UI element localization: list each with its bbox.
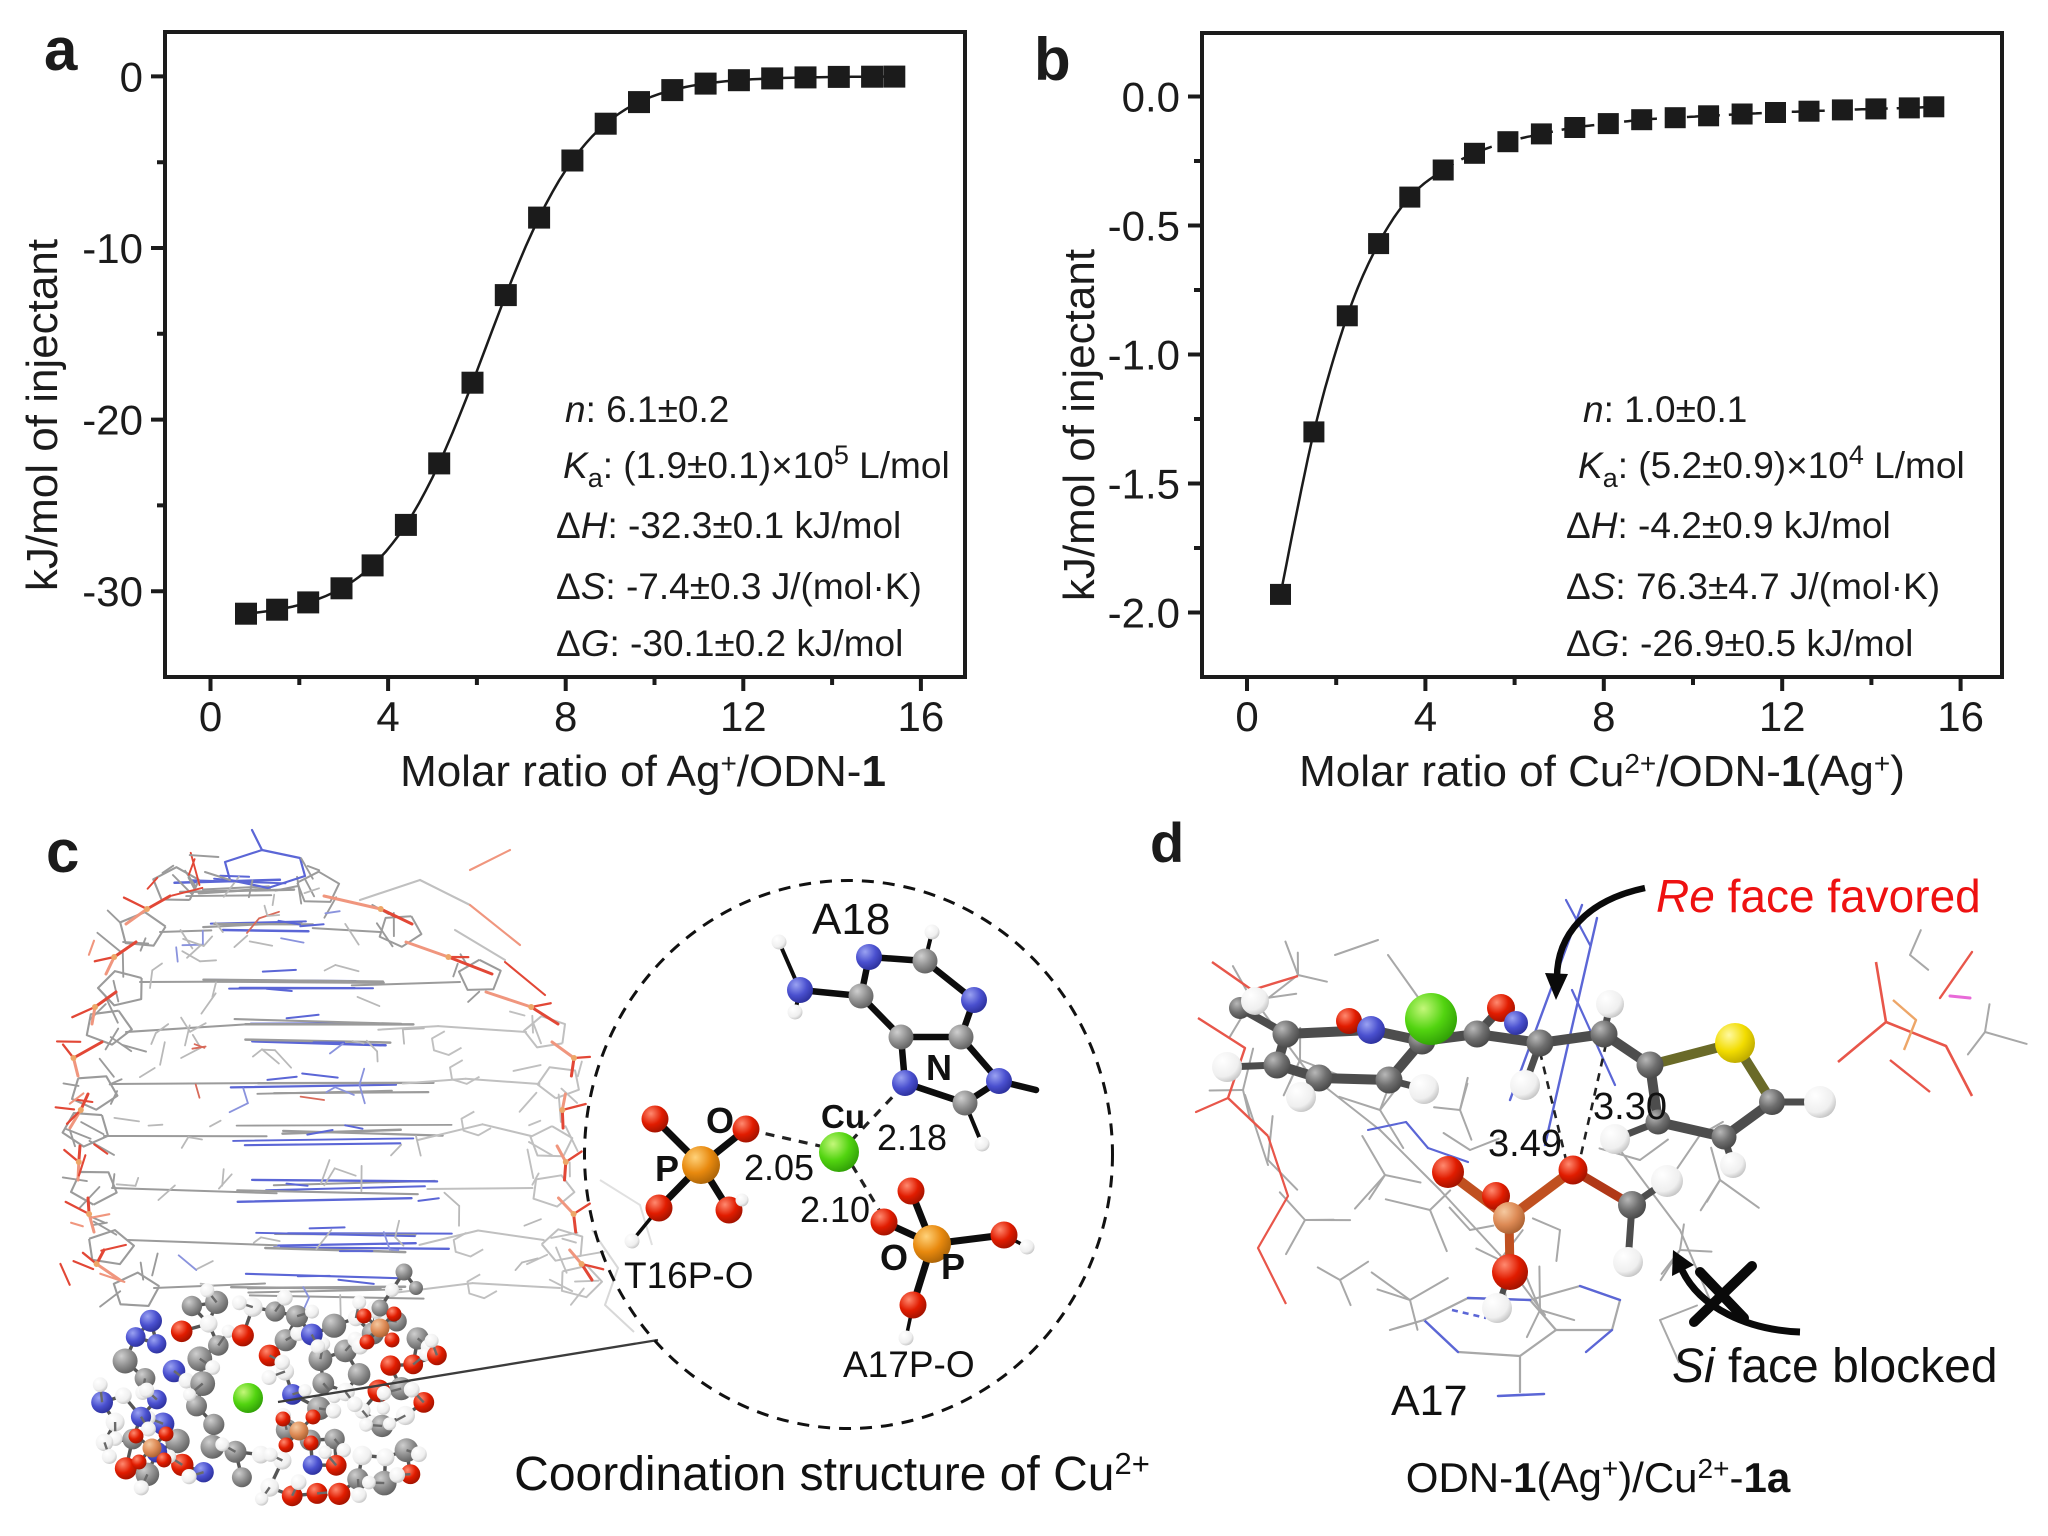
svg-text:d: d	[1150, 811, 1184, 874]
svg-text:ΔS: 76.3±4.7 J/(mol·K): ΔS: 76.3±4.7 J/(mol·K)	[1566, 566, 1940, 607]
svg-text:0: 0	[199, 693, 222, 740]
svg-text:ΔH: -32.3±0.1 kJ/mol: ΔH: -32.3±0.1 kJ/mol	[556, 505, 901, 546]
svg-text:-10: -10	[82, 225, 143, 272]
svg-text:0.0: 0.0	[1122, 74, 1180, 121]
svg-text:Ka: (5.2±0.9)×104 L/mol: Ka: (5.2±0.9)×104 L/mol	[1578, 440, 1965, 493]
svg-text:2.05: 2.05	[744, 1147, 814, 1188]
svg-text:kJ/mol of injectant: kJ/mol of injectant	[1055, 249, 1104, 601]
svg-text:-0.5: -0.5	[1108, 203, 1180, 250]
svg-text:0: 0	[120, 53, 143, 100]
svg-text:-1.0: -1.0	[1108, 332, 1180, 379]
svg-text:kJ/mol of injectant: kJ/mol of injectant	[18, 239, 67, 591]
svg-text:c: c	[46, 818, 79, 885]
svg-text:Re face favored: Re face favored	[1656, 870, 1981, 922]
svg-text:P: P	[941, 1246, 965, 1287]
svg-text:Si face blocked: Si face blocked	[1672, 1340, 1998, 1393]
svg-text:8: 8	[554, 693, 577, 740]
svg-text:A17P-O: A17P-O	[843, 1344, 975, 1385]
svg-text:b: b	[1034, 26, 1071, 93]
svg-text:-20: -20	[82, 397, 143, 444]
svg-text:n: 1.0±0.1: n: 1.0±0.1	[1583, 389, 1747, 430]
svg-text:2.10: 2.10	[800, 1189, 870, 1230]
svg-text:A17: A17	[1391, 1377, 1468, 1425]
svg-text:ODN-1(Ag+)/Cu2+-1a: ODN-1(Ag+)/Cu2+-1a	[1406, 1453, 1791, 1501]
svg-text:Ka: (1.9±0.1)×105 L/mol: Ka: (1.9±0.1)×105 L/mol	[563, 440, 950, 493]
svg-text:A18: A18	[812, 895, 890, 944]
svg-text:N: N	[926, 1047, 952, 1088]
svg-text:2.18: 2.18	[877, 1117, 947, 1158]
svg-text:a: a	[44, 16, 78, 83]
svg-text:T16P-O: T16P-O	[624, 1255, 754, 1296]
svg-text:ΔS: -7.4±0.3 J/(mol·K): ΔS: -7.4±0.3 J/(mol·K)	[556, 566, 922, 607]
svg-text:-2.0: -2.0	[1108, 590, 1180, 637]
svg-text:P: P	[655, 1148, 679, 1189]
svg-text:0: 0	[1235, 693, 1258, 740]
svg-text:12: 12	[720, 693, 767, 740]
svg-text:Cu: Cu	[821, 1098, 865, 1135]
svg-text:3.49: 3.49	[1488, 1123, 1562, 1165]
svg-text:-30: -30	[82, 568, 143, 615]
svg-text:Coordination structure of Cu2+: Coordination structure of Cu2+	[514, 1446, 1150, 1501]
svg-text:ΔG: -26.9±0.5 kJ/mol: ΔG: -26.9±0.5 kJ/mol	[1566, 623, 1913, 664]
svg-text:Molar ratio of Ag+/ODN-1: Molar ratio of Ag+/ODN-1	[400, 747, 886, 796]
svg-text:4: 4	[376, 693, 399, 740]
svg-text:16: 16	[1937, 693, 1984, 740]
svg-text:O: O	[880, 1237, 908, 1278]
svg-text:ΔH: -4.2±0.9 kJ/mol: ΔH: -4.2±0.9 kJ/mol	[1566, 505, 1891, 546]
svg-text:ΔG: -30.1±0.2 kJ/mol: ΔG: -30.1±0.2 kJ/mol	[556, 623, 903, 664]
svg-text:16: 16	[898, 693, 945, 740]
svg-text:4: 4	[1414, 693, 1437, 740]
svg-text:3.30: 3.30	[1593, 1086, 1667, 1128]
svg-text:Molar ratio of Cu2+/ODN-1(Ag+): Molar ratio of Cu2+/ODN-1(Ag+)	[1299, 747, 1905, 796]
svg-text:O: O	[706, 1100, 734, 1141]
svg-text:12: 12	[1759, 693, 1806, 740]
svg-text:8: 8	[1592, 693, 1615, 740]
svg-text:-1.5: -1.5	[1108, 461, 1180, 508]
svg-text:n: 6.1±0.2: n: 6.1±0.2	[565, 389, 729, 430]
